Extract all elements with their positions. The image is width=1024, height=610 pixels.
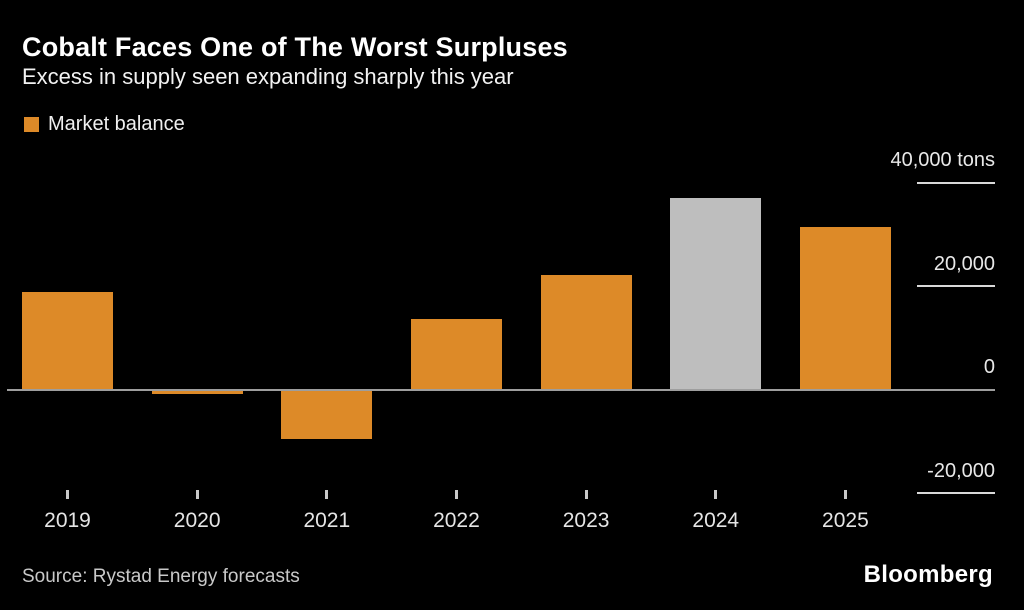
x-axis-label-2023: 2023 bbox=[562, 509, 610, 532]
bar-2025 bbox=[799, 227, 891, 389]
bloomberg-logo: Bloomberg bbox=[863, 561, 993, 588]
x-axis-tick bbox=[195, 490, 199, 499]
bar-2022 bbox=[410, 319, 502, 389]
y-axis-tick-label: -20,000 bbox=[927, 459, 995, 482]
y-axis-tick-label: 40,000 tons bbox=[890, 149, 995, 171]
legend-swatch-icon bbox=[24, 116, 39, 132]
y-axis-gridline-stub bbox=[917, 492, 995, 494]
x-axis-label-2021: 2021 bbox=[303, 509, 351, 532]
legend: Market balance bbox=[24, 112, 185, 135]
page-title: Cobalt Faces One of The Worst Surpluses bbox=[22, 32, 568, 62]
y-axis-tick-label: 0 bbox=[983, 356, 995, 378]
x-axis-tick bbox=[325, 490, 329, 499]
x-axis-label-2022: 2022 bbox=[433, 509, 480, 532]
x-axis-label-2019: 2019 bbox=[44, 509, 91, 532]
x-axis-tick bbox=[66, 490, 69, 499]
legend-label: Market balance bbox=[48, 112, 185, 135]
x-axis-label-2024: 2024 bbox=[692, 509, 740, 532]
bar-2020 bbox=[151, 390, 243, 394]
y-axis-gridline-stub bbox=[917, 181, 995, 184]
y-axis-gridline-stub bbox=[917, 285, 995, 287]
x-axis-tick bbox=[584, 490, 588, 499]
x-axis-tick bbox=[454, 490, 458, 499]
source-text: Source: Rystad Energy forecasts bbox=[22, 566, 300, 587]
bar-2023 bbox=[540, 275, 632, 389]
x-axis-label-2020: 2020 bbox=[173, 509, 221, 532]
y-axis-tick-label: 20,000 bbox=[933, 252, 995, 275]
x-axis-tick bbox=[843, 490, 847, 499]
page-subtitle: Excess in supply seen expanding sharply … bbox=[22, 64, 514, 89]
x-axis-tick bbox=[714, 490, 718, 499]
zero-baseline bbox=[7, 389, 995, 391]
x-axis-label-2025: 2025 bbox=[822, 509, 869, 532]
bar-2024 bbox=[670, 197, 762, 389]
bar-2019 bbox=[22, 292, 113, 389]
bar-2021 bbox=[281, 390, 373, 440]
